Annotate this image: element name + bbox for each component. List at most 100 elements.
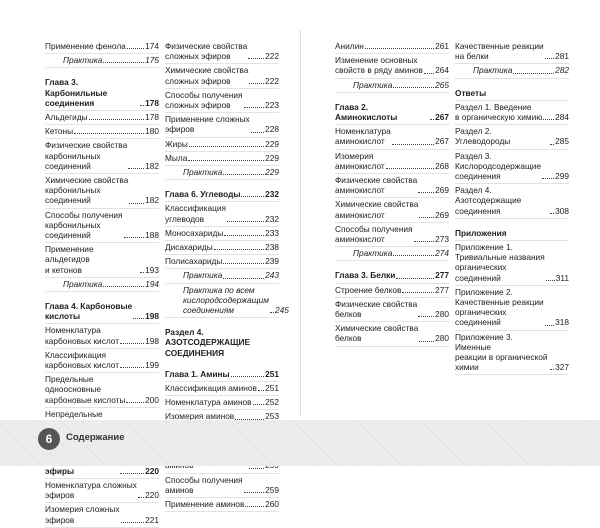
dot-leader — [227, 220, 265, 222]
page-number: 311 — [555, 272, 569, 283]
page-number: 182 — [145, 160, 159, 171]
page-number: 243 — [265, 270, 279, 281]
page-number: 188 — [145, 230, 159, 241]
toc-entry: Альдегиды 178 — [45, 111, 159, 126]
toc-entry: Химические свойства сложных эфиров 222 — [165, 64, 279, 89]
toc-entry: Классификация углеводов 232 — [165, 202, 279, 227]
entry-title: Качественные реакции на белки — [455, 41, 544, 62]
entry-title: Практика — [353, 79, 393, 90]
toc-entry: Ответы — [455, 87, 569, 101]
page-number: 269 — [435, 209, 449, 220]
entry-title: Физические свойства белков — [335, 298, 418, 320]
page-number: 327 — [555, 362, 569, 373]
dot-leader — [257, 390, 265, 392]
toc-entry: Практика 243 — [165, 269, 279, 284]
entry-title: Физические свойства карбонильных соедине… — [45, 140, 128, 171]
page-number: 260 — [265, 498, 279, 509]
dot-leader — [385, 168, 435, 170]
toc-entry: Анилин 261 — [335, 40, 449, 55]
dot-leader — [249, 82, 265, 84]
page-number: 245 — [274, 305, 289, 316]
entry-title: Способы получения сложных эфиров — [165, 89, 243, 111]
dot-leader — [545, 279, 555, 281]
toc-entry: Практика 282 — [455, 64, 569, 79]
entry-title: Мыла — [165, 152, 188, 163]
toc-entry: Изменение основных свойств в ряду аминов… — [335, 54, 449, 79]
page-number: 222 — [265, 75, 279, 86]
page-number: 178 — [145, 112, 159, 123]
entry-title: Глава 3. Карбонильные соединения — [45, 77, 108, 108]
dot-leader — [129, 202, 145, 204]
toc-entry: Дисахариды 238 — [165, 241, 279, 256]
page-number: 194 — [145, 278, 159, 289]
entry-title: Анилин — [335, 41, 364, 51]
dot-leader — [550, 143, 555, 145]
entry-title: Применение альдегидов и кетонов — [45, 244, 94, 275]
page-number: 229 — [265, 167, 279, 178]
dot-leader — [137, 497, 145, 499]
toc-entry: Изомерия сложных эфиров 221 — [45, 503, 159, 528]
page-number: 193 — [145, 264, 159, 275]
toc-entry: Химические свойства аминокислот 269 — [335, 198, 449, 223]
toc-entry: Физические свойства карбонильных соедине… — [45, 139, 159, 175]
page-number: 198 — [145, 311, 159, 322]
entry-title: Применение сложных эфиров — [165, 114, 250, 135]
entry-title: Раздел 1. Введение в органическую химию — [455, 101, 543, 123]
dot-leader — [120, 521, 145, 523]
entry-title: Приложения — [455, 227, 507, 238]
page-number: 239 — [265, 256, 279, 267]
page-number: 251 — [265, 368, 279, 379]
toc-entry: Номенклатура сложных эфиров 220 — [45, 479, 159, 504]
entry-title: Изомерия аминокислот — [335, 150, 385, 171]
page-number: 267 — [435, 112, 449, 123]
entry-title: Приложение 1. Тривиальные названия орган… — [455, 242, 545, 283]
dot-leader — [418, 316, 435, 318]
dot-leader — [543, 119, 555, 121]
page-number: 277 — [435, 270, 449, 281]
dot-leader — [396, 277, 435, 279]
page-number: 198 — [145, 335, 159, 346]
toc-entry: Раздел 4. АЗОТСОДЕРЖАЩИЕ СОЕДИНЕНИЯ — [165, 326, 279, 360]
toc-entry: Раздел 3. Кислородсодержащие соединения 2… — [455, 150, 569, 185]
toc-entry: Изомерия аминокислот 268 — [335, 150, 449, 175]
dot-leader — [88, 119, 145, 121]
dot-leader — [241, 196, 265, 198]
toc-entry: Моносахариды 233 — [165, 227, 279, 242]
entry-title: Классификация аминов — [165, 383, 257, 394]
dot-leader — [249, 467, 265, 469]
toc-entry: Номенклатура карбоновых кислот 198 — [45, 324, 159, 349]
dot-leader — [188, 160, 265, 162]
toc-entry: Применение аминов 260 — [165, 498, 279, 513]
entry-title: Классификация углеводов — [165, 203, 226, 224]
page-number: 220 — [145, 490, 159, 501]
toc-entry: Мыла 229 — [165, 152, 279, 167]
dot-leader — [74, 133, 145, 135]
entry-title: Практика — [183, 167, 223, 178]
entry-title: Изомерия аминов — [165, 411, 235, 422]
toc-entry: Практика 229 — [165, 166, 279, 181]
toc-entry: Применение фенола 174 — [45, 40, 159, 55]
entry-title: Номенклатура карбоновых кислот — [45, 325, 120, 346]
dot-leader — [128, 168, 145, 170]
entry-title: Строение белков — [335, 284, 402, 295]
page-number: 265 — [435, 79, 449, 90]
entry-title: Физические свойства аминокислот — [335, 175, 418, 196]
entry-title: Практика — [63, 278, 103, 289]
dot-leader — [252, 404, 265, 406]
toc-entry: Физические свойства аминокислот 269 — [335, 174, 449, 199]
dot-leader — [393, 255, 435, 257]
entry-title: Глава 4. Карбоновые кислоты — [45, 301, 133, 322]
page-number: 251 — [265, 383, 279, 394]
page-number: 273 — [435, 234, 449, 245]
entry-title: Глава 2. Аминокислоты — [335, 101, 398, 123]
entry-title: Классификация карбоновых кислот — [45, 349, 120, 371]
toc-entry: Практика 265 — [335, 79, 449, 93]
entry-title: Физические свойства сложных эфиров — [165, 41, 248, 62]
entry-title: Жиры — [165, 138, 188, 149]
dot-leader — [120, 342, 145, 344]
page-number: 308 — [555, 205, 569, 216]
dot-leader — [245, 506, 265, 508]
entry-title: Номенклатура аминов — [165, 397, 252, 408]
toc-column: Качественные реакции на белки 281 Практика… — [455, 40, 569, 376]
toc-entry: Способы получения сложных эфиров 223 — [165, 89, 279, 114]
